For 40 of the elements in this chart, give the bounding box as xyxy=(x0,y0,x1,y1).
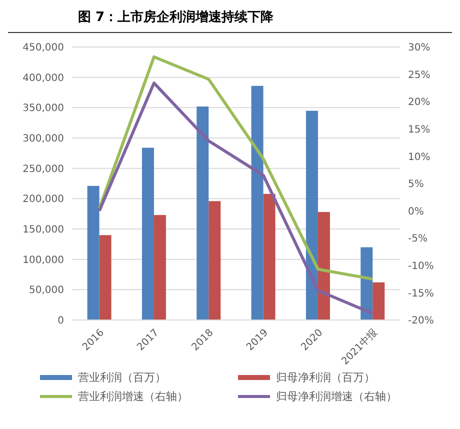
y2-tick-label: 15% xyxy=(408,124,430,136)
bar xyxy=(263,194,276,320)
y2-tick-label: 20% xyxy=(408,97,430,108)
line-series xyxy=(98,55,374,281)
legend-label: 营业利润（百万） xyxy=(78,370,166,385)
y-tick-label: 450,000 xyxy=(22,42,64,54)
legend-label: 归母净利润增速（右轴） xyxy=(276,389,397,404)
bar xyxy=(154,215,166,320)
y-tick-label: 0 xyxy=(58,316,64,327)
bar xyxy=(87,186,100,320)
y2-tick-label: 10% xyxy=(408,152,430,163)
y-tick-label: 100,000 xyxy=(22,254,64,266)
y-tick-label: 350,000 xyxy=(22,103,64,114)
bar xyxy=(372,282,385,320)
line-series xyxy=(98,82,374,315)
y2-tick-label: 30% xyxy=(408,42,430,54)
legend-label: 归母净利润（百万） xyxy=(276,370,375,385)
legend-label: 营业利润增速（右轴） xyxy=(78,389,188,404)
chart-title: 图 7：上市房企利润增速持续下降 xyxy=(8,8,452,33)
y2-tick-label: -10% xyxy=(408,260,434,272)
y-tick-label: 400,000 xyxy=(22,72,64,84)
y-tick-label: 300,000 xyxy=(22,134,64,145)
bar xyxy=(318,212,330,320)
bar xyxy=(360,247,373,320)
bar xyxy=(142,148,154,320)
y-tick-label: 50,000 xyxy=(29,285,64,296)
y2-tick-label: -20% xyxy=(408,316,434,327)
bar xyxy=(208,201,221,320)
bar xyxy=(306,110,318,320)
bar xyxy=(196,106,209,320)
y2-tick-label: 0% xyxy=(408,206,424,218)
y-tick-label: 250,000 xyxy=(22,164,64,175)
y2-tick-label: -5% xyxy=(408,234,428,245)
y-tick-label: 200,000 xyxy=(22,194,64,206)
y2-tick-label: 5% xyxy=(408,179,424,190)
y2-tick-label: 25% xyxy=(408,70,430,81)
y2-tick-label: -15% xyxy=(408,288,434,300)
bar xyxy=(99,235,112,320)
y-tick-label: 150,000 xyxy=(22,224,64,236)
bar xyxy=(251,86,264,320)
